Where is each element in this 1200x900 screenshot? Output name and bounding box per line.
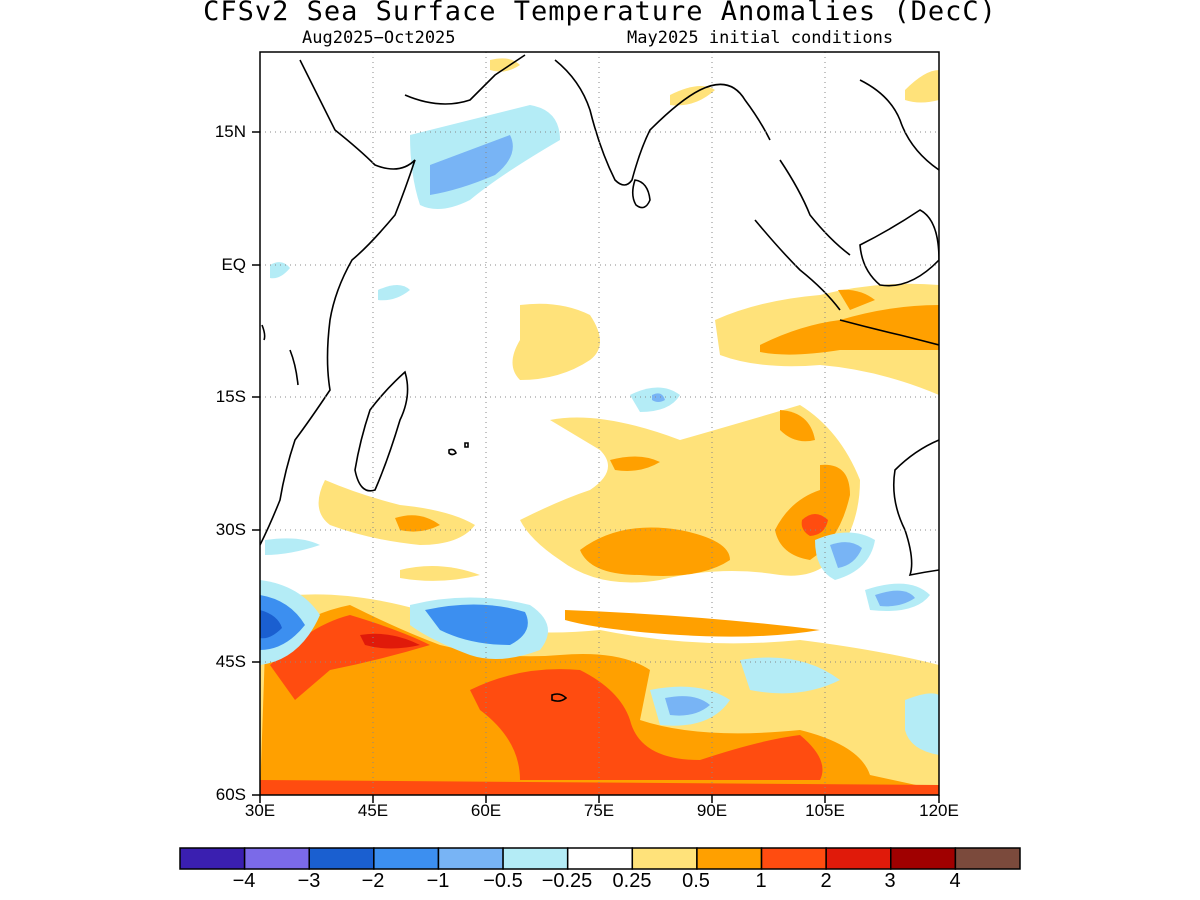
anomaly-region xyxy=(670,86,715,106)
colorbar-label: −3 xyxy=(297,870,321,892)
anomaly-region xyxy=(830,542,862,568)
colorbar-swatch xyxy=(631,847,698,870)
colorbar-swatch xyxy=(696,847,763,870)
coastline-australia xyxy=(892,439,939,577)
lon-label: 60E xyxy=(470,801,502,820)
colorbar-swatch xyxy=(437,847,504,870)
coastline-africa xyxy=(260,59,416,546)
coastline-india xyxy=(554,59,771,186)
anomaly-region xyxy=(318,480,475,545)
anomaly-region xyxy=(470,669,823,780)
coastline-java xyxy=(839,319,939,346)
lon-label: 105E xyxy=(805,801,845,820)
lat-label: 15S xyxy=(215,387,246,406)
colorbar xyxy=(179,847,1021,870)
colorbar-label: 4 xyxy=(949,870,961,892)
coastline-seasia xyxy=(779,79,939,256)
coastline-kerguelen xyxy=(551,693,568,702)
colorbar-label: 2 xyxy=(820,870,832,892)
colorbar-swatch xyxy=(890,847,957,870)
anomaly-region xyxy=(665,696,710,716)
anomaly-region xyxy=(378,285,410,301)
anomaly-field xyxy=(260,58,939,795)
anomaly-region xyxy=(801,514,828,536)
lat-label: 15N xyxy=(214,122,246,141)
anomaly-region xyxy=(652,393,665,402)
lon-label: 120E xyxy=(919,801,959,820)
colorbar-label: 1 xyxy=(755,870,767,892)
coastline-arabia xyxy=(404,54,526,105)
colorbar-label: −0.5 xyxy=(483,870,523,892)
anomaly-region xyxy=(512,303,600,380)
coastline-madagascar xyxy=(354,370,409,492)
lon-label: 90E xyxy=(696,801,728,820)
coastline-srilanka xyxy=(631,179,651,209)
anomaly-region xyxy=(905,70,939,103)
lon-label: 45E xyxy=(357,801,389,820)
colorbar-label: 0.5 xyxy=(682,870,710,892)
anomaly-region xyxy=(580,527,730,576)
colorbar-swatch xyxy=(502,847,569,870)
lat-label: EQ xyxy=(221,255,246,274)
forecast-period: Aug2025−Oct2025 xyxy=(302,28,456,48)
colorbar-label: −2 xyxy=(361,870,385,892)
anomaly-region xyxy=(760,305,939,355)
anomaly-region xyxy=(260,595,305,650)
anomaly-region xyxy=(430,135,513,195)
colorbar-label: −4 xyxy=(232,870,256,892)
coastline-small-islands xyxy=(261,324,299,386)
colorbar-label: 0.25 xyxy=(612,870,652,892)
lat-label: 30S xyxy=(215,520,246,539)
anomaly-region xyxy=(425,604,528,645)
lat-label: 60S xyxy=(215,785,246,804)
anomaly-region xyxy=(490,58,520,72)
anomaly-region xyxy=(265,538,320,555)
colorbar-label: −1 xyxy=(426,870,450,892)
colorbar-swatch xyxy=(825,847,892,870)
lon-label: 30E xyxy=(244,801,276,820)
colorbar-label: −0.25 xyxy=(541,870,593,892)
initial-conditions: May2025 initial conditions xyxy=(627,28,894,48)
graticule xyxy=(260,52,939,795)
colorbar-swatch xyxy=(243,847,310,870)
anomaly-region xyxy=(838,289,875,310)
colorbar-swatch xyxy=(179,847,246,870)
colorbar-swatch xyxy=(373,847,440,870)
anomaly-region xyxy=(270,262,290,279)
chart-title: CFSv2 Sea Surface Temperature Anomalies … xyxy=(203,0,997,27)
colorbar-swatch xyxy=(954,847,1021,870)
anomaly-region xyxy=(360,633,420,649)
coastlines xyxy=(260,54,939,702)
axis-ticks xyxy=(252,131,940,803)
anomaly-region xyxy=(400,566,480,581)
lat-label: 45S xyxy=(215,652,246,671)
anomaly-region xyxy=(905,693,939,755)
lon-label: 75E xyxy=(583,801,615,820)
coastline-borneo xyxy=(859,209,939,287)
anomaly-region xyxy=(875,590,915,607)
coastline-mascarene xyxy=(448,442,469,456)
coastline-sumatra xyxy=(754,219,841,311)
anomaly-region xyxy=(565,610,820,637)
colorbar-label: 3 xyxy=(884,870,896,892)
anomaly-region xyxy=(610,456,660,471)
anomaly-region xyxy=(260,610,282,639)
colorbar-swatch xyxy=(566,847,634,870)
anomaly-region xyxy=(780,410,815,442)
anomaly-region xyxy=(395,515,440,532)
colorbar-swatch xyxy=(760,847,827,870)
anomaly-region xyxy=(740,657,840,694)
colorbar-swatch xyxy=(308,847,375,870)
